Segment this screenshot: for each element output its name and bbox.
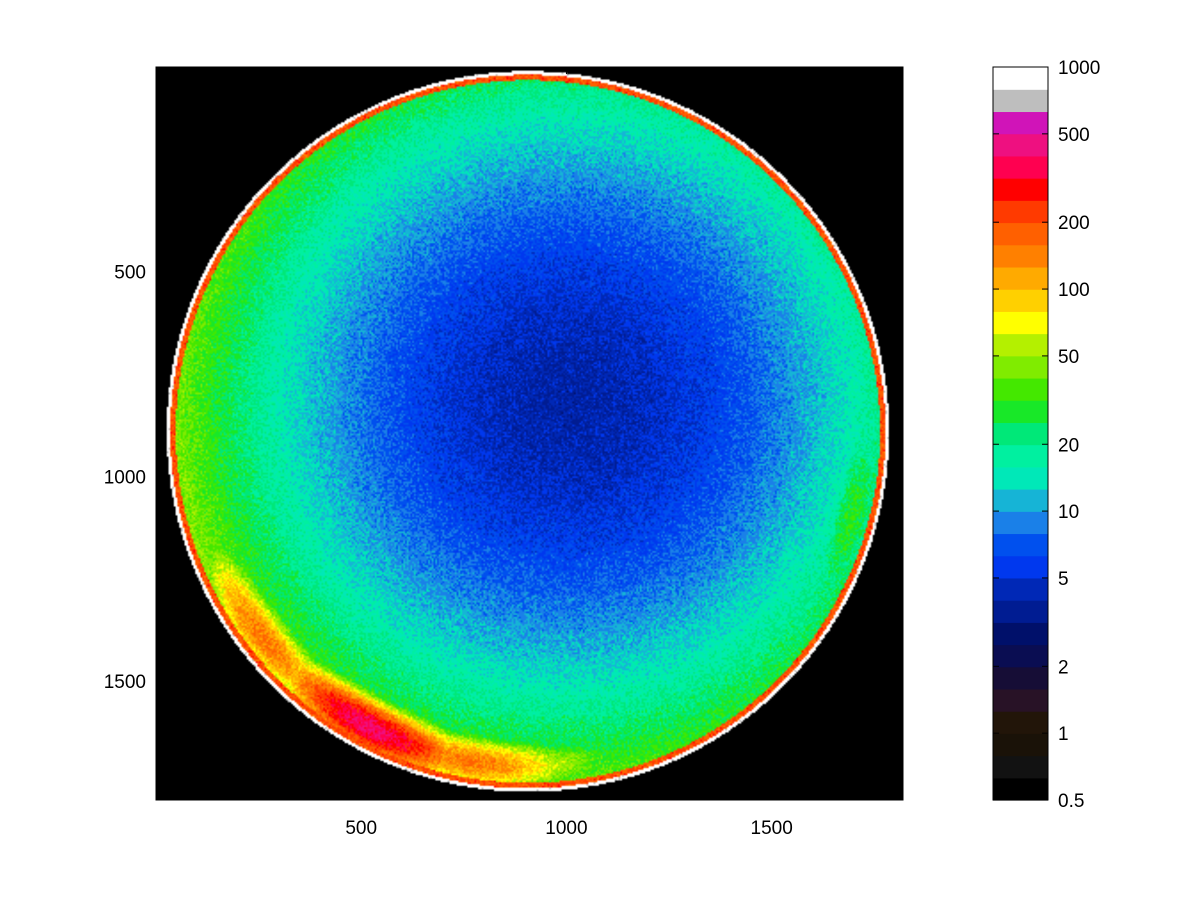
colorbar-band (993, 489, 1048, 512)
colorbar-band (993, 622, 1048, 646)
colorbar-band (993, 422, 1048, 446)
y-axis: 500 1000 1500 (104, 263, 903, 693)
y-tick-label: 500 (114, 263, 146, 284)
colorbar-band (993, 155, 1048, 179)
colorbar-band (993, 666, 1048, 690)
colorbar-band (993, 67, 1048, 90)
colorbar-band (993, 222, 1048, 246)
colorbar-band (993, 733, 1048, 757)
colorbar-band (993, 266, 1048, 290)
colorbar-band (993, 244, 1048, 268)
colorbar-band (993, 466, 1048, 490)
plot-frame (155, 66, 904, 801)
x-axis: 500 1000 1500 (345, 67, 793, 839)
colorbar-tick-label: 200 (1058, 213, 1090, 234)
colorbar-band (993, 89, 1048, 113)
colorbar-frame (992, 66, 1049, 801)
colorbar: 0.5 1 2 5 10 20 50 100 200 500 1000 (992, 58, 1100, 812)
colorbar-band (993, 600, 1048, 623)
heatmap-plot: 500 1000 1500 500 1000 1500 (104, 66, 904, 839)
colorbar-tick-label: 100 (1058, 280, 1090, 301)
colorbar-band (993, 511, 1048, 535)
colorbar-band (993, 777, 1048, 801)
x-tick-label: 1000 (545, 818, 587, 839)
colorbar-tick-label: 20 (1058, 435, 1079, 456)
colorbar-band (993, 200, 1048, 224)
colorbar-band (993, 688, 1048, 712)
colorbar-band (993, 133, 1048, 157)
colorbar-band (993, 555, 1048, 579)
heatmap-image (156, 67, 903, 800)
colorbar-tick-label: 50 (1058, 347, 1079, 368)
colorbar-ticks: 0.5 1 2 5 10 20 50 100 200 500 1000 (993, 58, 1100, 812)
y-tick-label: 1000 (104, 467, 146, 488)
colorbar-band (993, 711, 1048, 734)
colorbar-band (993, 111, 1048, 135)
colorbar-band (993, 755, 1048, 779)
y-tick-label: 1500 (104, 672, 146, 693)
colorbar-band (993, 178, 1048, 201)
colorbar-band (993, 377, 1048, 401)
colorbar-band (993, 400, 1048, 423)
colorbar-tick-label: 5 (1058, 569, 1069, 590)
colorbar-band (993, 311, 1048, 335)
x-tick-label: 1500 (751, 818, 793, 839)
colorbar-tick-label: 10 (1058, 502, 1079, 523)
colorbar-tick-label: 1000 (1058, 58, 1100, 79)
colorbar-band (993, 533, 1048, 557)
colorbar-band (993, 289, 1048, 312)
colorbar-band (993, 355, 1048, 379)
colorbar-tick-label: 1 (1058, 724, 1069, 745)
colorbar-tick-label: 2 (1058, 657, 1069, 678)
colorbar-tick-label: 0.5 (1058, 791, 1084, 812)
colorbar-tick-label: 500 (1058, 125, 1090, 146)
colorbar-band (993, 577, 1048, 601)
x-tick-label: 500 (345, 818, 377, 839)
colorbar-band (993, 333, 1048, 357)
colorbar-band (993, 644, 1048, 668)
colorbar-band (993, 444, 1048, 468)
colorbar-bands (993, 67, 1048, 801)
